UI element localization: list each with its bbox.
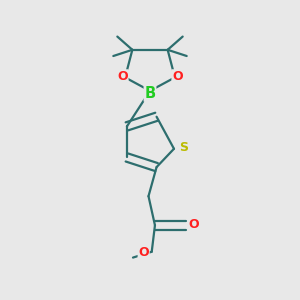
Text: O: O <box>189 218 200 231</box>
Text: O: O <box>172 70 183 83</box>
Text: B: B <box>144 86 156 101</box>
Text: O: O <box>138 246 149 259</box>
Text: S: S <box>179 141 188 154</box>
Text: O: O <box>117 70 128 83</box>
